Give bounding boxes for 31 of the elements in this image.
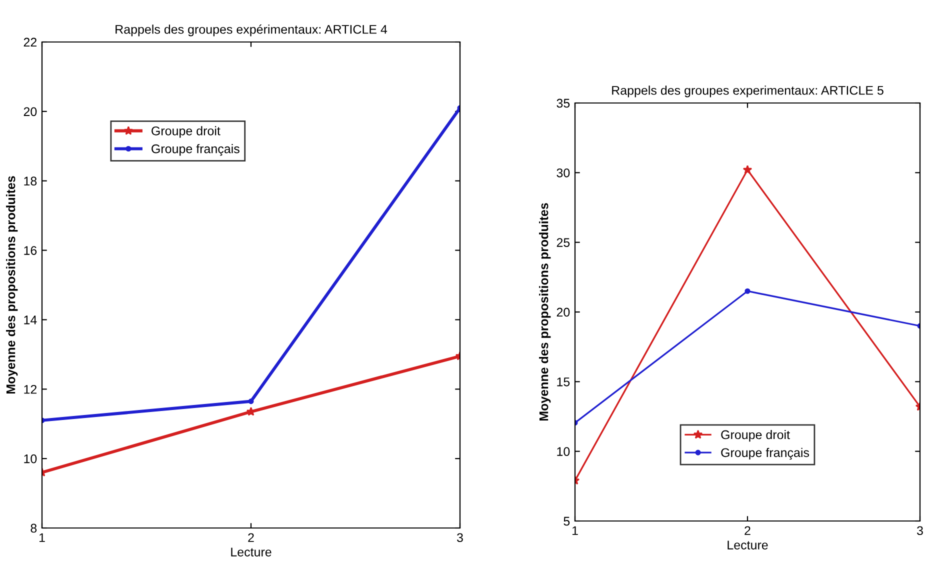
legend-label: Groupe français bbox=[152, 144, 240, 156]
y-axis-title: Moyenne des propositions produites bbox=[539, 203, 551, 421]
y-tick-label: 20 bbox=[24, 107, 37, 116]
y-tick-label: 10 bbox=[557, 447, 570, 456]
y-tick-label: 16 bbox=[24, 246, 37, 255]
y-tick-label: 15 bbox=[557, 378, 570, 386]
y-tick-label: 25 bbox=[556, 238, 570, 247]
x-tick-label: 1 bbox=[572, 526, 578, 535]
y-tick-label: 14 bbox=[24, 316, 37, 324]
legend-label: Groupe droit bbox=[721, 430, 790, 442]
chart-title: Rappels des groupes expérimentaux: ARTICLE 4 bbox=[116, 24, 388, 36]
x-tick-label: 1 bbox=[39, 533, 45, 542]
x-axis-title: Lecture bbox=[231, 548, 272, 556]
x-tick-label: 3 bbox=[457, 533, 463, 542]
x-tick-label: 2 bbox=[744, 526, 750, 535]
y-tick-label: 10 bbox=[24, 454, 37, 464]
legend-label: Groupe français bbox=[721, 448, 810, 460]
legend-label: Groupe droit bbox=[152, 126, 220, 138]
y-tick-label: 35 bbox=[556, 98, 570, 108]
y-tick-label: 30 bbox=[556, 168, 570, 178]
y-tick-label: 8 bbox=[30, 524, 37, 533]
y-tick-label: 5 bbox=[564, 516, 570, 526]
x-tick-label: 3 bbox=[917, 526, 923, 536]
x-tick-label: 2 bbox=[248, 533, 254, 542]
y-tick-label: 20 bbox=[556, 308, 570, 317]
y-axis-title: Moyenne des propositions produites bbox=[6, 176, 18, 394]
y-tick-label: 22 bbox=[24, 38, 37, 47]
y-tick-label: 18 bbox=[24, 176, 37, 186]
x-axis-title: Lecture bbox=[728, 540, 768, 550]
y-tick-label: 12 bbox=[24, 384, 37, 394]
chart-title: Rappels des groupes experimentaux: ARTICLE 5 bbox=[612, 86, 884, 98]
